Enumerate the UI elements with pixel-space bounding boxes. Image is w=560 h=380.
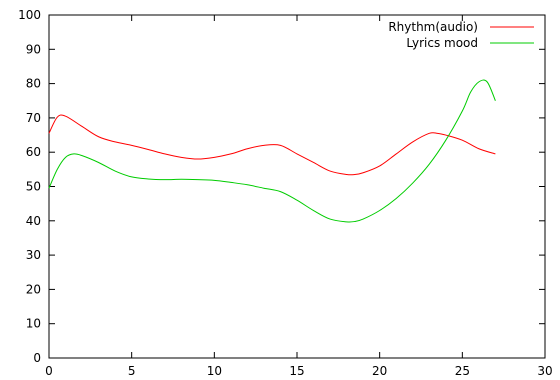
x-tick-label: 20 xyxy=(372,364,387,378)
x-tick-label: 5 xyxy=(128,364,136,378)
y-tick-label: 40 xyxy=(26,214,41,228)
x-tick-label: 30 xyxy=(537,364,552,378)
x-tick-label: 15 xyxy=(289,364,304,378)
series-line-rhythm-audio xyxy=(48,114,496,176)
y-tick-label: 0 xyxy=(33,351,41,365)
y-tick-label: 50 xyxy=(26,180,41,194)
legend-label: Rhythm(audio) xyxy=(388,20,478,34)
y-tick-label: 100 xyxy=(18,8,41,22)
y-tick-label: 60 xyxy=(26,145,41,159)
y-tick-label: 80 xyxy=(26,77,41,91)
x-tick-label: 0 xyxy=(45,364,53,378)
plot-frame xyxy=(48,14,546,359)
x-tick-label: 10 xyxy=(207,364,222,378)
axis-tick-labels: 0 10 20 30 40 50 60 70 80 90 100 0 5 10 15 20 25 30 xyxy=(18,8,553,378)
legend: Rhythm(audio) Lyrics mood xyxy=(388,20,534,50)
y-tick-label: 70 xyxy=(26,111,41,125)
y-tick-label: 30 xyxy=(26,248,41,262)
y-tick-label: 10 xyxy=(26,317,41,331)
series-line-lyrics-mood xyxy=(48,79,496,223)
x-tick-label: 25 xyxy=(455,364,470,378)
series-lines xyxy=(48,79,496,223)
axis-ticks xyxy=(48,14,546,359)
legend-label: Lyrics mood xyxy=(406,36,478,50)
y-tick-label: 20 xyxy=(26,282,41,296)
y-tick-label: 90 xyxy=(26,42,41,56)
